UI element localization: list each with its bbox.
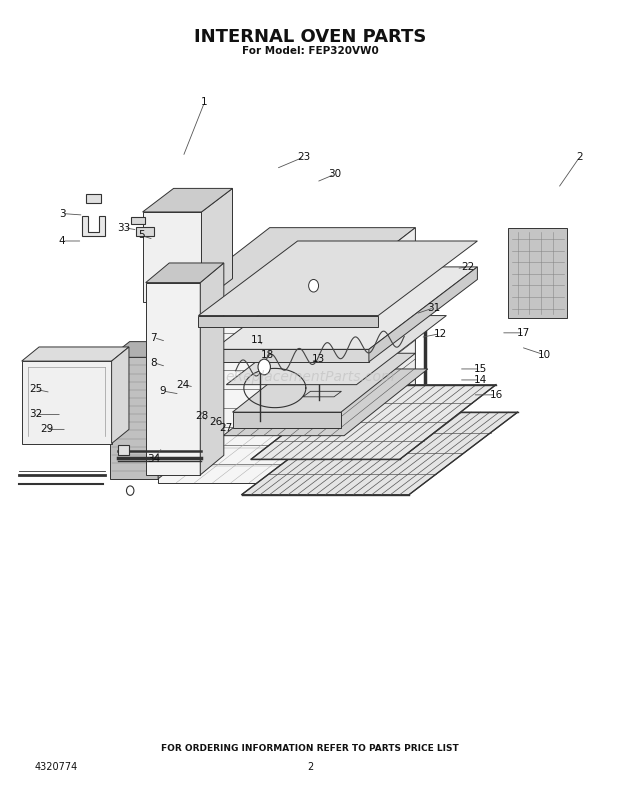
Polygon shape — [143, 188, 232, 212]
Text: INTERNAL OVEN PARTS: INTERNAL OVEN PARTS — [194, 28, 426, 46]
Polygon shape — [369, 267, 477, 362]
Text: 26: 26 — [209, 417, 223, 426]
Polygon shape — [112, 347, 129, 444]
Text: 31: 31 — [427, 303, 441, 312]
Polygon shape — [146, 263, 224, 283]
Text: 14: 14 — [474, 375, 487, 385]
Text: 32: 32 — [29, 410, 43, 419]
Text: 28: 28 — [195, 411, 208, 421]
Text: 25: 25 — [29, 385, 43, 394]
Circle shape — [126, 486, 134, 495]
Polygon shape — [214, 267, 477, 349]
Text: 1: 1 — [202, 97, 208, 107]
Text: 4320774: 4320774 — [34, 762, 78, 772]
Polygon shape — [158, 314, 304, 483]
Polygon shape — [232, 353, 415, 412]
Text: 17: 17 — [517, 328, 531, 338]
Polygon shape — [22, 361, 112, 444]
Polygon shape — [223, 369, 428, 436]
Text: 2: 2 — [307, 762, 313, 772]
Text: 30: 30 — [328, 170, 342, 179]
Polygon shape — [110, 357, 158, 479]
Text: 22: 22 — [461, 262, 475, 272]
Bar — [131, 217, 145, 224]
Text: 29: 29 — [40, 425, 53, 434]
Text: 18: 18 — [261, 350, 275, 360]
Text: 13: 13 — [311, 354, 325, 363]
Circle shape — [309, 279, 319, 292]
Polygon shape — [110, 341, 178, 357]
Text: 9: 9 — [159, 386, 166, 396]
Polygon shape — [158, 396, 415, 483]
Polygon shape — [304, 228, 415, 483]
Text: FOR ORDERING INFORMATION REFER TO PARTS PRICE LIST: FOR ORDERING INFORMATION REFER TO PARTS … — [161, 744, 459, 754]
Text: 33: 33 — [117, 223, 131, 232]
Polygon shape — [200, 263, 224, 475]
Text: 24: 24 — [176, 380, 190, 389]
Polygon shape — [251, 385, 496, 459]
Text: 7: 7 — [151, 333, 157, 342]
Text: 27: 27 — [219, 423, 233, 433]
Text: eReplacementParts.com: eReplacementParts.com — [225, 370, 395, 384]
Circle shape — [258, 360, 270, 375]
Text: 16: 16 — [489, 390, 503, 400]
Polygon shape — [202, 188, 232, 302]
Polygon shape — [143, 212, 202, 302]
Polygon shape — [146, 283, 200, 475]
Polygon shape — [226, 316, 446, 385]
Circle shape — [270, 272, 281, 287]
Text: 23: 23 — [297, 152, 311, 162]
Text: 10: 10 — [538, 350, 551, 360]
Polygon shape — [242, 412, 518, 495]
Polygon shape — [198, 241, 477, 316]
Polygon shape — [508, 228, 567, 318]
Text: 2: 2 — [577, 152, 583, 162]
Text: 11: 11 — [251, 335, 265, 345]
Polygon shape — [82, 216, 105, 236]
Bar — [118, 445, 129, 455]
Polygon shape — [22, 347, 129, 361]
Polygon shape — [158, 341, 178, 479]
Text: For Model: FEP320VW0: For Model: FEP320VW0 — [242, 46, 378, 56]
Polygon shape — [198, 316, 378, 327]
Polygon shape — [232, 412, 341, 428]
Text: 34: 34 — [147, 455, 161, 464]
Text: 5: 5 — [138, 231, 144, 240]
Text: 4: 4 — [59, 236, 65, 246]
Polygon shape — [214, 349, 369, 362]
Bar — [86, 194, 101, 203]
Text: 8: 8 — [151, 358, 157, 367]
Bar — [136, 227, 154, 236]
Text: 3: 3 — [59, 209, 65, 218]
Text: 12: 12 — [433, 329, 447, 338]
Polygon shape — [158, 228, 415, 314]
Text: 15: 15 — [474, 364, 487, 374]
